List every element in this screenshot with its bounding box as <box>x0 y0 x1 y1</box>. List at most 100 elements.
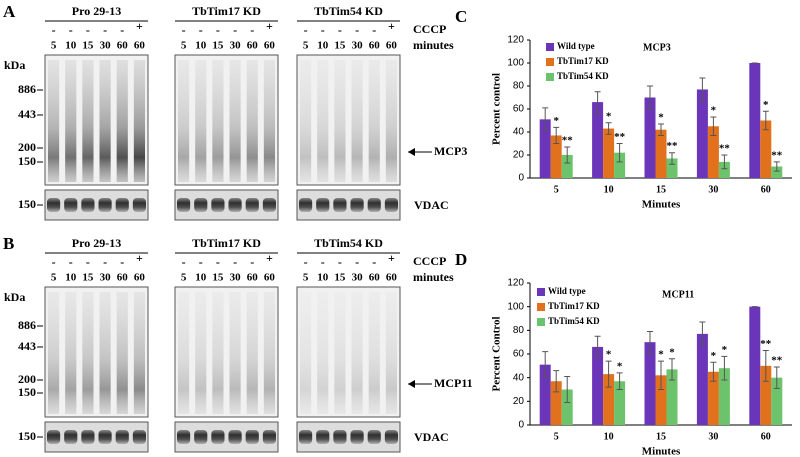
loading-band <box>384 198 398 212</box>
legend-label: TbTim54 KD <box>548 316 600 326</box>
lane-label: 60 <box>134 40 146 52</box>
bar <box>771 166 783 178</box>
bar <box>707 371 719 425</box>
blot-lane <box>195 60 207 182</box>
kda-title: kDa <box>4 58 25 72</box>
loading-band <box>228 198 242 212</box>
loading-box <box>44 421 149 453</box>
blot-lane <box>212 292 224 414</box>
cccp-sign: + <box>388 19 395 33</box>
loading-band <box>47 430 61 444</box>
blot-box <box>174 54 279 186</box>
marker-label: 150 <box>18 385 36 399</box>
cccp-sign: - <box>103 23 107 37</box>
bar <box>614 381 626 425</box>
loading-band <box>228 430 242 444</box>
bar <box>644 342 656 425</box>
lane-label: 15 <box>212 272 224 284</box>
cccp-sign: - <box>250 23 254 37</box>
error-bar <box>669 152 675 165</box>
significance: * <box>617 360 623 372</box>
loading-band <box>350 430 364 444</box>
lane-label: 5 <box>303 40 309 52</box>
lane-label: 60 <box>369 40 381 52</box>
blot-lane <box>195 292 207 414</box>
lane-label: 30 <box>230 272 242 284</box>
legend-swatch <box>537 303 545 311</box>
cccp-sign: - <box>216 255 220 269</box>
significance: * <box>606 349 612 361</box>
lane-label: 60 <box>264 40 276 52</box>
cccp-sign: - <box>355 23 359 37</box>
x-tick-label: 60 <box>761 431 771 442</box>
blot-lane <box>263 60 275 182</box>
error-bar <box>605 122 612 135</box>
loading-label: VDAC <box>414 198 449 212</box>
error-bar <box>594 335 601 359</box>
cccp-sign: - <box>321 23 325 37</box>
cccp-sign: - <box>250 255 254 269</box>
loading-box <box>174 189 279 221</box>
y-tick-label: 80 <box>513 325 525 336</box>
lane-label: 60 <box>369 272 381 284</box>
error-bar <box>721 355 728 381</box>
significance: ** <box>760 338 772 350</box>
y-tick-label: 40 <box>513 372 525 383</box>
bar <box>603 128 615 178</box>
cccp-sign: - <box>199 255 203 269</box>
significance: * <box>658 111 664 123</box>
error-bar <box>669 358 675 381</box>
blot-lane <box>334 292 346 414</box>
loading-band <box>177 198 191 212</box>
marker-label: 886 <box>18 82 36 96</box>
arrowhead <box>408 380 415 388</box>
lane-label: 5 <box>181 40 187 52</box>
blot-lane <box>300 292 312 414</box>
x-axis-label: Minutes <box>642 446 681 457</box>
group-label: TbTim17 KD <box>192 4 261 18</box>
row-label: CCCP <box>413 22 446 36</box>
lane-label: 15 <box>334 40 346 52</box>
blot-lane <box>65 60 77 182</box>
legend-swatch <box>546 43 554 51</box>
lane-label: 30 <box>352 40 364 52</box>
cccp-sign: - <box>372 23 376 37</box>
lane-label: 5 <box>51 272 57 284</box>
y-tick-label: 20 <box>513 150 525 161</box>
marker-label: 150 <box>18 154 36 168</box>
arrowhead <box>408 148 415 156</box>
bar <box>771 377 783 425</box>
cccp-sign: - <box>120 255 124 269</box>
cccp-sign: + <box>388 251 395 265</box>
bar <box>644 97 656 178</box>
loading-band <box>367 430 381 444</box>
cccp-sign: - <box>52 23 56 37</box>
lane-label: 10 <box>317 40 329 52</box>
loading-band <box>333 430 347 444</box>
blot-lane <box>351 292 363 414</box>
y-tick-label: 0 <box>518 173 524 184</box>
significance: * <box>711 105 717 117</box>
lane-label: 5 <box>51 40 57 52</box>
group-label: TbTim17 KD <box>192 236 261 250</box>
loading-band <box>194 198 208 212</box>
blot-lane <box>133 60 145 182</box>
lane-label: 60 <box>386 272 398 284</box>
x-tick-label: 30 <box>708 431 718 442</box>
lane-label: 30 <box>100 272 112 284</box>
loading-band <box>262 198 276 212</box>
blot-lane <box>385 292 397 414</box>
group-label: Pro 29-13 <box>72 236 121 250</box>
x-tick-label: 10 <box>604 431 614 442</box>
panel-label: B <box>3 234 14 253</box>
lane-label: 10 <box>195 40 207 52</box>
legend-swatch <box>537 318 545 326</box>
error-bar <box>564 146 571 164</box>
cccp-sign: + <box>266 19 273 33</box>
cccp-sign: - <box>233 255 237 269</box>
blot-box <box>44 286 149 418</box>
loading-box <box>174 421 279 453</box>
blot-lane <box>65 292 77 414</box>
blot-lane <box>246 60 258 182</box>
